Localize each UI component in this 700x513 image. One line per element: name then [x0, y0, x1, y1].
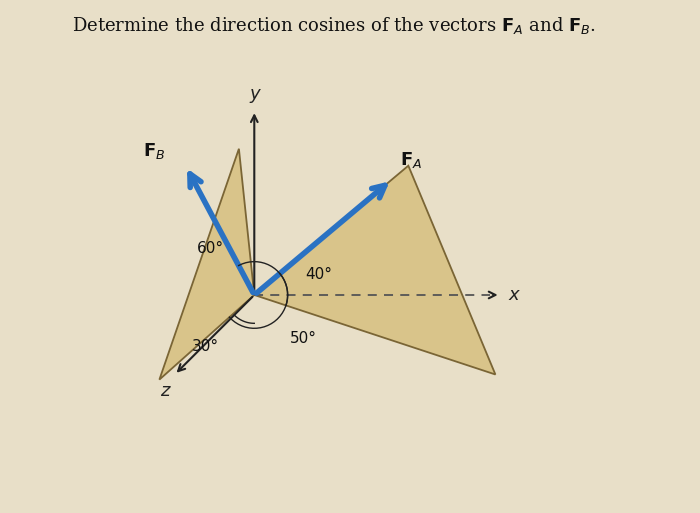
Text: 30°: 30°	[192, 339, 219, 354]
Text: 60°: 60°	[197, 241, 224, 256]
Text: $\mathbf{F}_B$: $\mathbf{F}_B$	[143, 141, 165, 161]
Text: y: y	[249, 85, 260, 103]
Polygon shape	[160, 149, 254, 380]
Text: 50°: 50°	[290, 331, 316, 346]
Polygon shape	[254, 166, 496, 374]
Text: x: x	[508, 286, 519, 304]
Text: $\mathbf{F}_A$: $\mathbf{F}_A$	[400, 150, 422, 170]
Text: z: z	[160, 383, 169, 401]
Text: 40°: 40°	[305, 267, 332, 282]
Text: Determine the direction cosines of the vectors $\mathbf{F}_A$ and $\mathbf{F}_B$: Determine the direction cosines of the v…	[72, 15, 596, 36]
